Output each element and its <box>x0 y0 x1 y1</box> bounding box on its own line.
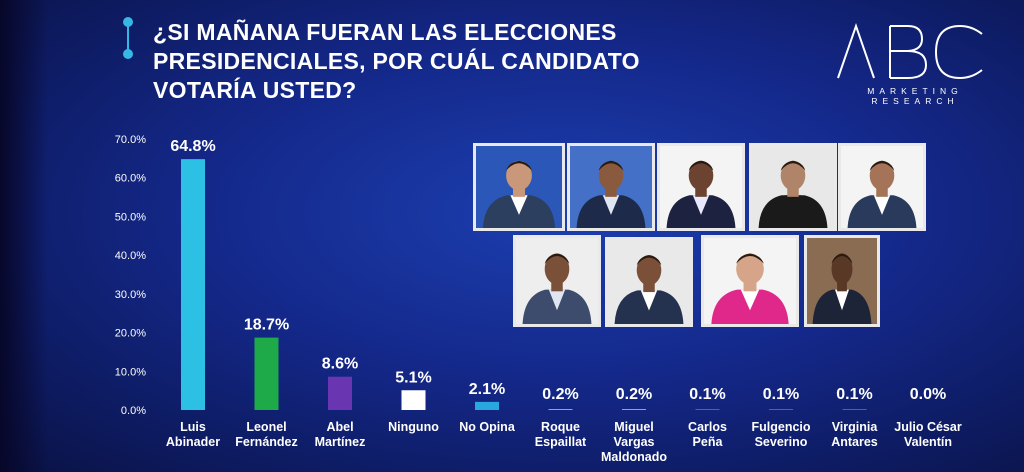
category-label: Carlos <box>688 420 727 434</box>
title-line-3: VOTARÍA USTED? <box>153 77 357 103</box>
data-label: 5.1% <box>395 369 431 386</box>
category-label: Julio César <box>894 420 962 434</box>
category-label: Abinader <box>166 435 220 449</box>
y-tick-label: 0.0% <box>121 405 146 417</box>
bar <box>475 401 499 410</box>
data-label: 0.2% <box>616 386 652 403</box>
abc-logo-icon <box>837 22 983 80</box>
title-line-2: PRESIDENCIALES, POR CUÁL CANDIDATO <box>153 48 640 74</box>
category-label: Roque <box>541 420 580 434</box>
category-label: Abel <box>326 420 353 434</box>
category-label: Martínez <box>315 435 366 449</box>
data-label: 0.1% <box>689 386 725 403</box>
category-label: Fernández <box>235 435 298 449</box>
title-line-1: ¿SI MAÑANA FUERAN LAS ELECCIONES <box>153 19 617 45</box>
category-label: Maldonado <box>601 450 667 464</box>
data-label: 2.1% <box>469 381 505 398</box>
category-label: Leonel <box>246 420 286 434</box>
y-tick-label: 10.0% <box>115 366 146 378</box>
data-label: 18.7% <box>244 317 289 334</box>
category-label: Vargas <box>613 435 654 449</box>
data-label: 0.1% <box>836 386 872 403</box>
y-tick-label: 30.0% <box>115 289 146 301</box>
bar <box>328 376 352 410</box>
data-label: 0.1% <box>763 386 799 403</box>
category-label: Peña <box>693 435 724 449</box>
bar <box>622 409 646 410</box>
bar <box>181 159 205 410</box>
category-label: Espaillat <box>535 435 587 449</box>
data-label: 0.0% <box>910 386 946 403</box>
bar <box>548 409 573 410</box>
decorative-dot-icon <box>123 17 133 27</box>
y-tick-label: 70.0% <box>115 134 146 146</box>
y-tick-label: 60.0% <box>115 173 146 185</box>
bar <box>254 337 279 410</box>
left-edge-shadow <box>0 0 48 472</box>
data-label: 8.6% <box>322 356 358 373</box>
category-label: Fulgencio <box>751 420 810 434</box>
category-label: Miguel <box>614 420 654 434</box>
category-label: Ninguno <box>388 420 439 434</box>
data-label: 0.2% <box>542 386 578 403</box>
category-label: Severino <box>755 435 808 449</box>
category-label: Antares <box>831 435 878 449</box>
category-label: Luis <box>180 420 206 434</box>
y-tick-label: 20.0% <box>115 328 146 340</box>
category-label: Valentín <box>904 435 952 449</box>
bar <box>401 390 426 410</box>
data-label: 64.8% <box>170 138 215 155</box>
category-label: No Opina <box>459 420 516 434</box>
decorative-dot-icon <box>123 49 133 59</box>
decorative-line <box>127 22 129 54</box>
category-label: Virginia <box>832 420 879 434</box>
chart-title: ¿SI MAÑANA FUERAN LAS ELECCIONES PRESIDE… <box>153 18 753 105</box>
y-tick-label: 50.0% <box>115 211 146 223</box>
y-tick-label: 40.0% <box>115 250 146 262</box>
logo-subtitle: MARKETING RESEARCH <box>867 86 963 106</box>
